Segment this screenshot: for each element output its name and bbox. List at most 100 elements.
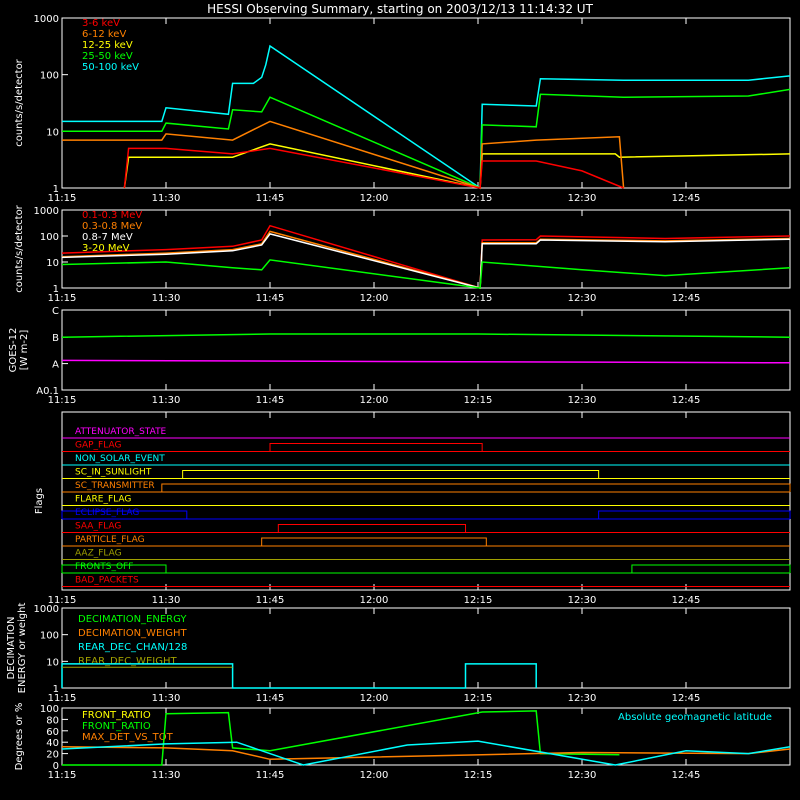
flag-label: PARTICLE_FLAG xyxy=(75,535,145,545)
legend-entry: 25-50 keV xyxy=(82,51,133,62)
y-tick-label: 100 xyxy=(40,232,59,243)
x-tick-label: 11:30 xyxy=(152,595,181,606)
legend-entry: FRONT_RATIO xyxy=(82,710,151,721)
x-tick-label: 11:15 xyxy=(48,293,77,304)
x-tick-label: 12:45 xyxy=(672,193,701,204)
x-tick-label: 12:00 xyxy=(360,293,389,304)
flag-label: SC_IN_SUNLIGHT xyxy=(75,468,152,478)
flag-label: ATTENUATOR_STATE xyxy=(75,427,167,437)
panel-frame xyxy=(61,707,791,766)
x-tick-label: 12:00 xyxy=(360,693,389,704)
flag-segment xyxy=(631,564,791,573)
series-line xyxy=(61,746,791,761)
y-axis-label: Flags xyxy=(34,488,45,514)
y-tick-label: 100 xyxy=(40,704,59,715)
series-line xyxy=(61,259,791,289)
y-axis-label: Degrees or % xyxy=(14,703,25,771)
y-tick-label: 1 xyxy=(53,684,59,695)
panel-frame xyxy=(61,411,791,591)
y-tick-label: 80 xyxy=(46,715,59,726)
y-axis-label: counts/s/detector xyxy=(14,58,25,146)
flag-segment xyxy=(182,470,600,479)
y-tick-label: 20 xyxy=(46,750,59,761)
flag-label: FLARE_FLAG xyxy=(75,495,131,505)
x-tick-label: 12:45 xyxy=(672,293,701,304)
x-tick-label: 11:30 xyxy=(152,693,181,704)
series-line xyxy=(62,88,791,190)
y-tick-label: C xyxy=(52,306,59,317)
legend-entry: DECIMATION_ENERGY xyxy=(78,614,187,625)
legend-entry: 3-6 keV xyxy=(82,18,120,29)
x-tick-label: 12:45 xyxy=(672,770,701,781)
x-tick-label: 12:30 xyxy=(568,693,597,704)
flag-label: FRONTS_OFF xyxy=(75,562,133,572)
y-tick-label: 1 xyxy=(53,284,59,295)
flag-segment xyxy=(269,443,483,452)
y-tick-label: A0.1 xyxy=(36,386,59,397)
legend-entry: 0.3-0.8 MeV xyxy=(82,221,142,232)
flag-label: ECLIPSE_FLAG xyxy=(75,508,139,518)
flag-label: NON_SOLAR_EVENT xyxy=(75,454,165,464)
flag-segment xyxy=(61,510,188,519)
x-tick-label: 11:30 xyxy=(152,193,181,204)
flag-label: SAA_FLAG xyxy=(75,522,121,532)
y-tick-label: 10 xyxy=(46,258,59,269)
series-line xyxy=(61,740,791,766)
legend-entry: MAX_DET_VS_TOT xyxy=(82,732,174,743)
series-line xyxy=(62,710,620,766)
y-tick-label: 1000 xyxy=(34,206,59,217)
series-line xyxy=(61,663,537,689)
series-line xyxy=(61,230,791,289)
x-tick-label: 11:30 xyxy=(152,293,181,304)
x-tick-label: 12:15 xyxy=(464,193,493,204)
legend-entry: FRONT_RATIO xyxy=(82,721,151,732)
x-tick-label: 12:45 xyxy=(672,395,701,406)
x-tick-label: 12:15 xyxy=(464,395,493,406)
x-tick-label: 11:15 xyxy=(48,193,77,204)
legend-entry: 0.8-7 MeV xyxy=(82,232,133,243)
y-tick-label: 10 xyxy=(46,657,59,668)
x-tick-label: 12:30 xyxy=(568,595,597,606)
legend-entry: 0.1-0.3 MeV xyxy=(82,210,142,221)
y-tick-label: 40 xyxy=(46,738,59,749)
x-tick-label: 11:15 xyxy=(48,595,77,606)
x-tick-label: 12:30 xyxy=(568,770,597,781)
legend-entry: DECIMATION_WEIGHT xyxy=(78,628,187,639)
x-tick-label: 11:15 xyxy=(48,395,77,406)
flag-segment xyxy=(61,564,167,573)
series-line xyxy=(61,359,791,364)
chart-title: HESSI Observing Summary, starting on 200… xyxy=(207,2,593,16)
legend-entry: 12-25 keV xyxy=(82,40,133,51)
series-line xyxy=(62,44,791,190)
x-tick-label: 12:30 xyxy=(568,395,597,406)
y-tick-label: 100 xyxy=(40,71,59,82)
x-tick-label: 12:15 xyxy=(464,770,493,781)
panel-frame xyxy=(61,209,791,289)
legend-entry: REAR_DEC_CHAN/128 xyxy=(78,642,187,653)
y-axis-label: DECIMATION xyxy=(6,616,17,679)
flag-label: GAP_FLAG xyxy=(75,441,121,451)
series-line xyxy=(61,333,791,338)
series-line xyxy=(61,224,791,289)
x-tick-label: 11:45 xyxy=(256,595,285,606)
x-tick-label: 12:00 xyxy=(360,395,389,406)
annotation: Absolute geomagnetic latitude xyxy=(618,712,772,723)
legend-entry: 3-20 MeV xyxy=(82,243,130,254)
y-axis-unit: [W m-2] xyxy=(19,330,30,371)
flag-label: BAD_PACKETS xyxy=(75,576,139,586)
x-tick-label: 11:45 xyxy=(256,193,285,204)
x-tick-label: 12:00 xyxy=(360,770,389,781)
flag-segment xyxy=(161,483,791,492)
legend-entry: 6-12 keV xyxy=(82,29,126,40)
y-axis-label: counts/s/detector xyxy=(14,204,25,292)
panel-frame xyxy=(61,17,791,189)
flag-label: AAZ_FLAG xyxy=(75,549,122,559)
x-tick-label: 12:45 xyxy=(672,693,701,704)
y-tick-label: 0 xyxy=(53,761,59,772)
x-tick-label: 11:45 xyxy=(256,693,285,704)
y-tick-label: 1000 xyxy=(34,604,59,615)
panel-frame xyxy=(61,309,791,391)
x-tick-label: 12:45 xyxy=(672,595,701,606)
y-tick-label: 1 xyxy=(53,184,59,195)
